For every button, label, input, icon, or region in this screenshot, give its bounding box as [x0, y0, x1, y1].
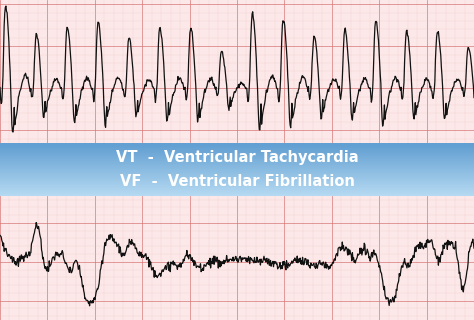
Bar — [0, 176, 474, 177]
Bar — [0, 148, 474, 149]
Bar — [0, 180, 474, 181]
Bar — [0, 149, 474, 150]
Bar — [0, 150, 474, 151]
Bar — [0, 166, 474, 167]
Bar — [0, 151, 474, 152]
Bar — [0, 155, 474, 156]
Bar — [0, 146, 474, 147]
Bar — [0, 185, 474, 186]
Bar — [0, 175, 474, 176]
Bar — [0, 153, 474, 154]
Bar — [0, 167, 474, 168]
Bar — [0, 152, 474, 153]
Bar — [0, 172, 474, 173]
Bar — [0, 189, 474, 190]
Bar — [0, 147, 474, 148]
Bar — [0, 192, 474, 193]
Bar — [0, 181, 474, 182]
Bar — [0, 170, 474, 171]
Bar — [0, 174, 474, 175]
Bar — [0, 173, 474, 174]
Text: VT  -  Ventricular Tachycardia: VT - Ventricular Tachycardia — [116, 150, 358, 165]
Bar — [0, 163, 474, 164]
Bar — [0, 188, 474, 189]
Bar — [0, 156, 474, 157]
Bar — [0, 195, 474, 196]
Bar — [0, 165, 474, 166]
Bar — [0, 157, 474, 158]
Bar — [0, 161, 474, 162]
Bar — [0, 160, 474, 161]
Bar — [0, 183, 474, 184]
Bar — [0, 179, 474, 180]
Bar — [0, 177, 474, 178]
Bar — [0, 158, 474, 159]
Bar — [0, 184, 474, 185]
Bar — [0, 178, 474, 179]
Bar — [0, 191, 474, 192]
Text: VF  -  Ventricular Fibrillation: VF - Ventricular Fibrillation — [119, 174, 355, 189]
Bar — [0, 143, 474, 144]
Bar — [0, 194, 474, 195]
Bar — [0, 164, 474, 165]
Bar — [0, 186, 474, 187]
Bar — [0, 182, 474, 183]
Bar — [0, 190, 474, 191]
Bar — [0, 144, 474, 145]
Bar — [0, 169, 474, 170]
Bar — [0, 154, 474, 155]
Bar — [0, 171, 474, 172]
Bar — [0, 187, 474, 188]
Bar — [0, 168, 474, 169]
Bar — [0, 159, 474, 160]
Bar — [0, 193, 474, 194]
Bar — [0, 162, 474, 163]
Bar — [0, 145, 474, 146]
